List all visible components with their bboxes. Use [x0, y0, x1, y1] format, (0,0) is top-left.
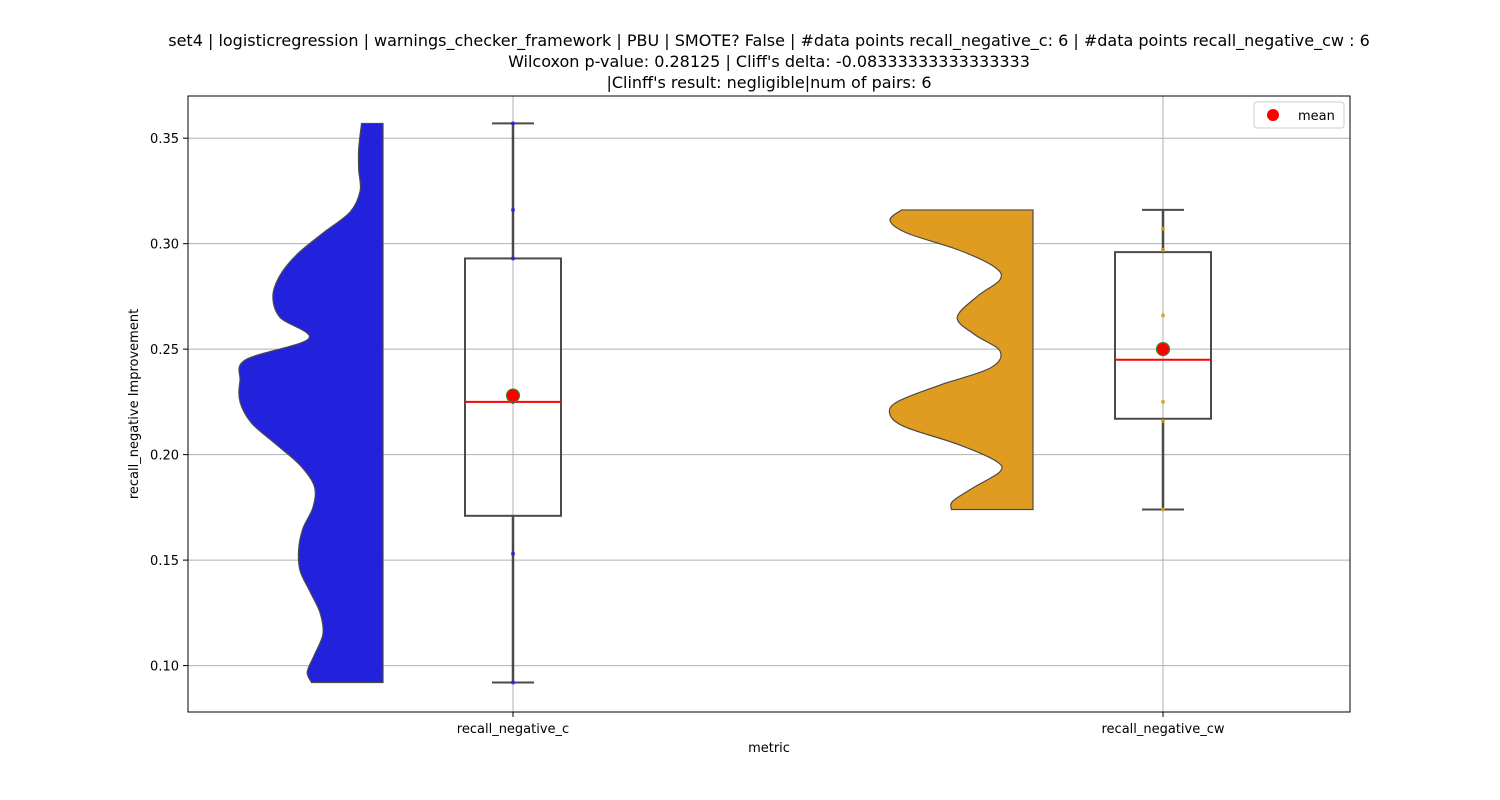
- legend: mean: [1253, 101, 1345, 129]
- y-axis-label: recall_negative Improvement: [127, 309, 142, 499]
- data-point-cw: [1161, 399, 1165, 404]
- data-point-c: [511, 121, 515, 126]
- data-point-cw: [1161, 507, 1165, 512]
- chart-title-line-1: set4 | logisticregression | warnings_che…: [168, 31, 1370, 51]
- data-point-c: [511, 256, 515, 261]
- box-layer: [464, 122, 1212, 684]
- y-tick-label: 0.35: [150, 132, 179, 147]
- mean-marker-c: [505, 388, 521, 403]
- data-point-c: [511, 551, 515, 556]
- data-point-cw: [1161, 248, 1165, 252]
- point-layer: [505, 121, 1171, 685]
- data-point-c: [511, 680, 515, 685]
- legend-marker-mean: [1267, 109, 1279, 121]
- y-tick-label: 0.25: [150, 343, 179, 358]
- data-point-c: [511, 207, 515, 212]
- data-point-cw: [1161, 313, 1165, 318]
- data-point-cw: [1161, 226, 1165, 231]
- x-axis-label: metric: [748, 741, 790, 756]
- y-tick-label: 0.15: [150, 554, 179, 569]
- legend-box: [1253, 101, 1345, 129]
- violin-c: [238, 122, 384, 684]
- x-tick-label: recall_negative_c: [457, 722, 569, 737]
- y-tick-label: 0.30: [150, 238, 179, 253]
- chart-title-line-2: Wilcoxon p-value: 0.28125 | Cliff's delt…: [508, 52, 1030, 71]
- violin-cw: [888, 209, 1034, 511]
- y-tick-label: 0.20: [150, 449, 179, 464]
- x-tick-label: recall_negative_cw: [1101, 722, 1224, 737]
- violin-layer: [238, 122, 1034, 684]
- tick-layer: 0.10 0.15 0.20 0.25 0.30 0.35 recall_negative_…: [150, 132, 1225, 737]
- chart-title-line-3: |Clinff's result: negligible|num of pair…: [606, 73, 931, 92]
- data-point-cw: [1161, 418, 1165, 423]
- legend-label-mean: mean: [1298, 109, 1335, 124]
- mean-marker-cw: [1155, 342, 1171, 357]
- plot-frame: [187, 95, 1351, 713]
- y-tick-label: 0.10: [150, 660, 179, 675]
